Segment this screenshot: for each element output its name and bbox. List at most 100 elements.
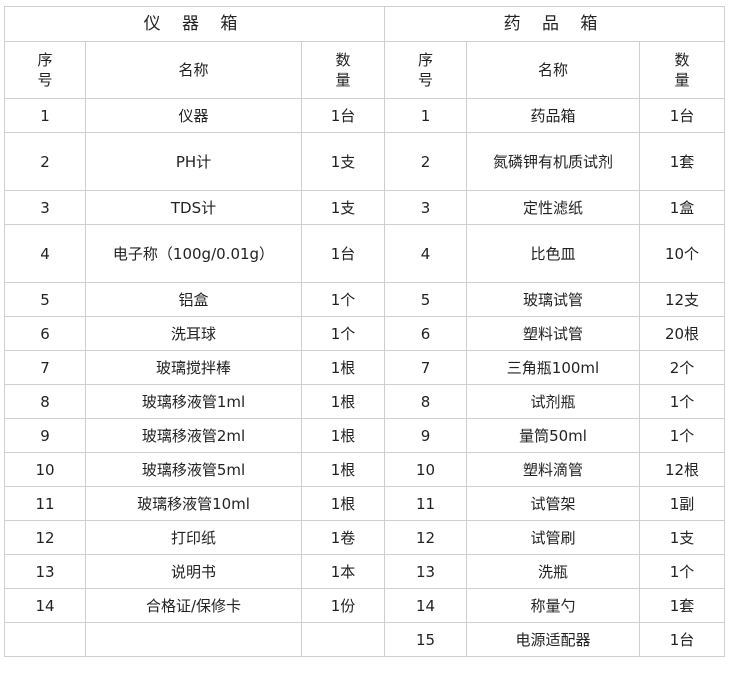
instrument-qty-cell: 1支 xyxy=(301,190,385,225)
instrument-name-cell: PH计 xyxy=(85,132,302,191)
reagent-index-cell: 5 xyxy=(384,282,467,317)
reagent-index-cell: 4 xyxy=(384,224,467,283)
header-index: 序号 xyxy=(384,41,467,99)
reagent-qty-cell: 1副 xyxy=(639,486,725,521)
instrument-index-cell: 3 xyxy=(4,190,86,225)
reagent-name-cell: 塑料试管 xyxy=(466,316,640,351)
instrument-name-cell: 电子称（100g/0.01g） xyxy=(85,224,302,283)
table-row: 14 合格证/保修卡 1份 14 称量勺 1套 xyxy=(4,588,725,623)
instrument-qty-cell xyxy=(301,622,385,657)
instrument-qty-cell: 1支 xyxy=(301,132,385,191)
reagent-index-cell: 2 xyxy=(384,132,467,191)
instrument-name-cell: 说明书 xyxy=(85,554,302,589)
reagent-index-cell: 10 xyxy=(384,452,467,487)
instrument-name-cell: 洗耳球 xyxy=(85,316,302,351)
reagent-index-cell: 6 xyxy=(384,316,467,351)
instrument-name-cell: 打印纸 xyxy=(85,520,302,555)
reagent-qty-cell: 12根 xyxy=(639,452,725,487)
reagent-name-cell: 电源适配器 xyxy=(466,622,640,657)
instrument-qty-cell: 1根 xyxy=(301,418,385,453)
reagent-qty-cell: 1盒 xyxy=(639,190,725,225)
instrument-index-cell: 8 xyxy=(4,384,86,419)
instrument-index-cell: 5 xyxy=(4,282,86,317)
instrument-index-cell: 14 xyxy=(4,588,86,623)
reagent-name-cell: 试管架 xyxy=(466,486,640,521)
instrument-index-cell: 12 xyxy=(4,520,86,555)
reagent-index-cell: 11 xyxy=(384,486,467,521)
instrument-qty-cell: 1本 xyxy=(301,554,385,589)
instrument-index-cell: 10 xyxy=(4,452,86,487)
instrument-index-cell: 13 xyxy=(4,554,86,589)
reagent-name-cell: 量筒50ml xyxy=(466,418,640,453)
header-name: 名称 xyxy=(466,41,640,99)
equipment-table: 仪 器 箱 药 品 箱 序号 名称 数量 序号 名称 数量 1 仪器 1台 1 药品箱 1… xyxy=(4,6,725,657)
reagent-index-cell: 13 xyxy=(384,554,467,589)
header-name: 名称 xyxy=(85,41,302,99)
reagent-name-cell: 试管刷 xyxy=(466,520,640,555)
reagent-index-cell: 8 xyxy=(384,384,467,419)
reagent-qty-cell: 1套 xyxy=(639,588,725,623)
reagent-qty-cell: 1台 xyxy=(639,622,725,657)
reagent-qty-cell: 12支 xyxy=(639,282,725,317)
reagent-name-cell: 洗瓶 xyxy=(466,554,640,589)
instrument-qty-cell: 1根 xyxy=(301,452,385,487)
instrument-qty-cell: 1台 xyxy=(301,224,385,283)
reagent-qty-cell: 2个 xyxy=(639,350,725,385)
table-row: 7 玻璃搅拌棒 1根 7 三角瓶100ml 2个 xyxy=(4,350,725,385)
table-row: 4 电子称（100g/0.01g） 1台 4 比色皿 10个 xyxy=(4,224,725,283)
instrument-index-cell: 4 xyxy=(4,224,86,283)
reagent-qty-cell: 1台 xyxy=(639,98,725,133)
instrument-index-cell: 1 xyxy=(4,98,86,133)
table-row: 12 打印纸 1卷 12 试管刷 1支 xyxy=(4,520,725,555)
instrument-name-cell: 玻璃移液管1ml xyxy=(85,384,302,419)
instrument-name-cell: 玻璃移液管5ml xyxy=(85,452,302,487)
instrument-index-cell: 6 xyxy=(4,316,86,351)
instrument-qty-cell: 1个 xyxy=(301,282,385,317)
table-row: 6 洗耳球 1个 6 塑料试管 20根 xyxy=(4,316,725,351)
reagent-name-cell: 称量勺 xyxy=(466,588,640,623)
reagent-name-cell: 塑料滴管 xyxy=(466,452,640,487)
reagent-name-cell: 试剂瓶 xyxy=(466,384,640,419)
reagent-qty-cell: 10个 xyxy=(639,224,725,283)
instrument-name-cell xyxy=(85,622,302,657)
instrument-index-cell: 9 xyxy=(4,418,86,453)
reagent-name-cell: 三角瓶100ml xyxy=(466,350,640,385)
reagent-name-cell: 定性滤纸 xyxy=(466,190,640,225)
reagent-name-cell: 药品箱 xyxy=(466,98,640,133)
reagent-index-cell: 7 xyxy=(384,350,467,385)
instrument-name-cell: 玻璃搅拌棒 xyxy=(85,350,302,385)
instrument-name-cell: TDS计 xyxy=(85,190,302,225)
header-qty: 数量 xyxy=(639,41,725,99)
instrument-name-cell: 仪器 xyxy=(85,98,302,133)
table-row: 15 电源适配器 1台 xyxy=(4,622,725,657)
table-row: 11 玻璃移液管10ml 1根 11 试管架 1副 xyxy=(4,486,725,521)
instrument-name-cell: 铝盒 xyxy=(85,282,302,317)
reagent-qty-cell: 1个 xyxy=(639,554,725,589)
reagent-name-cell: 氮磷钾有机质试剂 xyxy=(466,132,640,191)
table-row: 2 PH计 1支 2 氮磷钾有机质试剂 1套 xyxy=(4,132,725,191)
instrument-qty-cell: 1卷 xyxy=(301,520,385,555)
reagent-index-cell: 9 xyxy=(384,418,467,453)
header-qty: 数量 xyxy=(301,41,385,99)
instrument-qty-cell: 1个 xyxy=(301,316,385,351)
table-row: 13 说明书 1本 13 洗瓶 1个 xyxy=(4,554,725,589)
instrument-index-cell xyxy=(4,622,86,657)
instrument-index-cell: 11 xyxy=(4,486,86,521)
reagent-qty-cell: 20根 xyxy=(639,316,725,351)
instrument-index-cell: 2 xyxy=(4,132,86,191)
table-row: 1 仪器 1台 1 药品箱 1台 xyxy=(4,98,725,133)
reagent-index-cell: 15 xyxy=(384,622,467,657)
reagent-qty-cell: 1个 xyxy=(639,384,725,419)
reagent-index-cell: 12 xyxy=(384,520,467,555)
instrument-name-cell: 玻璃移液管10ml xyxy=(85,486,302,521)
reagent-qty-cell: 1个 xyxy=(639,418,725,453)
instrument-box-title: 仪 器 箱 xyxy=(4,6,385,42)
reagent-index-cell: 14 xyxy=(384,588,467,623)
instrument-qty-cell: 1台 xyxy=(301,98,385,133)
header-index: 序号 xyxy=(4,41,86,99)
instrument-index-cell: 7 xyxy=(4,350,86,385)
reagent-qty-cell: 1支 xyxy=(639,520,725,555)
instrument-qty-cell: 1份 xyxy=(301,588,385,623)
table-row: 8 玻璃移液管1ml 1根 8 试剂瓶 1个 xyxy=(4,384,725,419)
table-row: 9 玻璃移液管2ml 1根 9 量筒50ml 1个 xyxy=(4,418,725,453)
